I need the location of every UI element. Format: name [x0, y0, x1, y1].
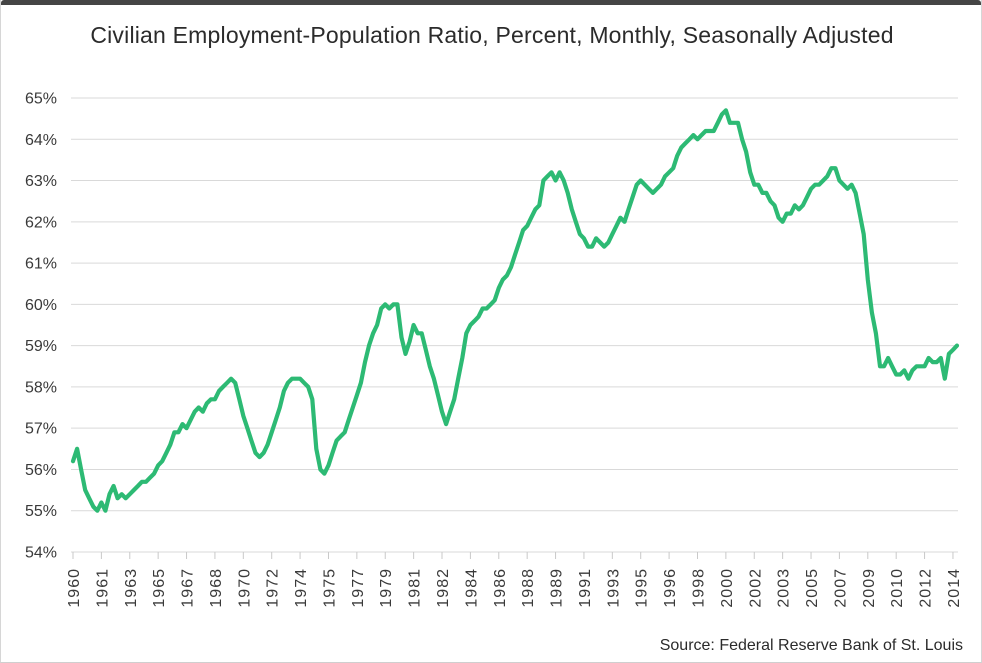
y-axis-tick-label: 57%	[25, 421, 57, 438]
x-axis-tick-label: 1968	[208, 568, 225, 608]
x-axis-tick-label: 1993	[605, 568, 622, 608]
x-axis-tick-label: 1996	[662, 568, 679, 608]
x-axis-tick-label: 2009	[861, 568, 878, 608]
x-axis-tick-label: 2010	[889, 568, 906, 608]
y-axis-tick-label: 60%	[25, 297, 57, 314]
x-axis-tick-label: 2000	[719, 568, 736, 608]
window-top-edge	[1, 0, 981, 5]
x-axis-tick-label: 1967	[180, 568, 197, 608]
x-axis-tick-label: 1995	[634, 568, 651, 608]
x-axis-tick-label: 1961	[94, 568, 111, 608]
x-axis-tick-label: 1972	[265, 568, 282, 608]
x-axis-tick-label: 1986	[492, 568, 509, 608]
employment-ratio-series-line	[70, 108, 960, 513]
x-axis-tick-label: 1984	[463, 568, 480, 608]
x-axis-tick-label: 1989	[549, 568, 566, 608]
x-axis-tick-label: 2003	[776, 568, 793, 608]
x-axis-tick-label: 2007	[832, 568, 849, 608]
x-axis-tick-label: 2012	[918, 568, 935, 608]
x-axis-tick-label: 1977	[350, 568, 367, 608]
y-axis-tick-label: 64%	[25, 132, 57, 149]
x-axis-tick-label: 1963	[123, 568, 140, 608]
y-axis-tick-label: 59%	[25, 338, 57, 355]
x-axis-tick-label: 1970	[236, 568, 253, 608]
y-axis-tick-label: 55%	[25, 503, 57, 520]
x-axis-tick-label: 1960	[66, 568, 83, 608]
y-axis-tick-label: 63%	[25, 173, 57, 190]
x-axis-tick-label: 2014	[946, 568, 963, 608]
x-axis-tick-label: 2005	[804, 568, 821, 608]
x-axis-tick-label: 1982	[435, 568, 452, 608]
chart-title: Civilian Employment-Population Ratio, Pe…	[90, 22, 894, 48]
y-axis-tick-label: 58%	[25, 379, 57, 396]
y-axis-tick-label: 56%	[25, 462, 57, 479]
x-axis-tick-label: 1974	[293, 568, 310, 608]
y-axis-tick-label: 61%	[25, 256, 57, 273]
x-axis-tick-label: 1991	[577, 568, 594, 608]
x-axis-tick-label: 1979	[378, 568, 395, 608]
x-axis-tick-label: 1998	[690, 568, 707, 608]
x-axis-tick-label: 1988	[520, 568, 537, 608]
x-axis-tick-label: 1965	[151, 568, 168, 608]
y-axis-tick-label: 62%	[25, 214, 57, 231]
x-axis-tick-label: 2002	[747, 568, 764, 608]
y-axis-tick-label: 54%	[25, 545, 57, 562]
x-axis-tick-label: 1981	[407, 568, 424, 608]
y-axis-tick-label: 65%	[25, 91, 57, 108]
source-credit: Source: Federal Reserve Bank of St. Loui…	[659, 637, 963, 654]
x-axis-tick-label: 1975	[321, 568, 338, 608]
